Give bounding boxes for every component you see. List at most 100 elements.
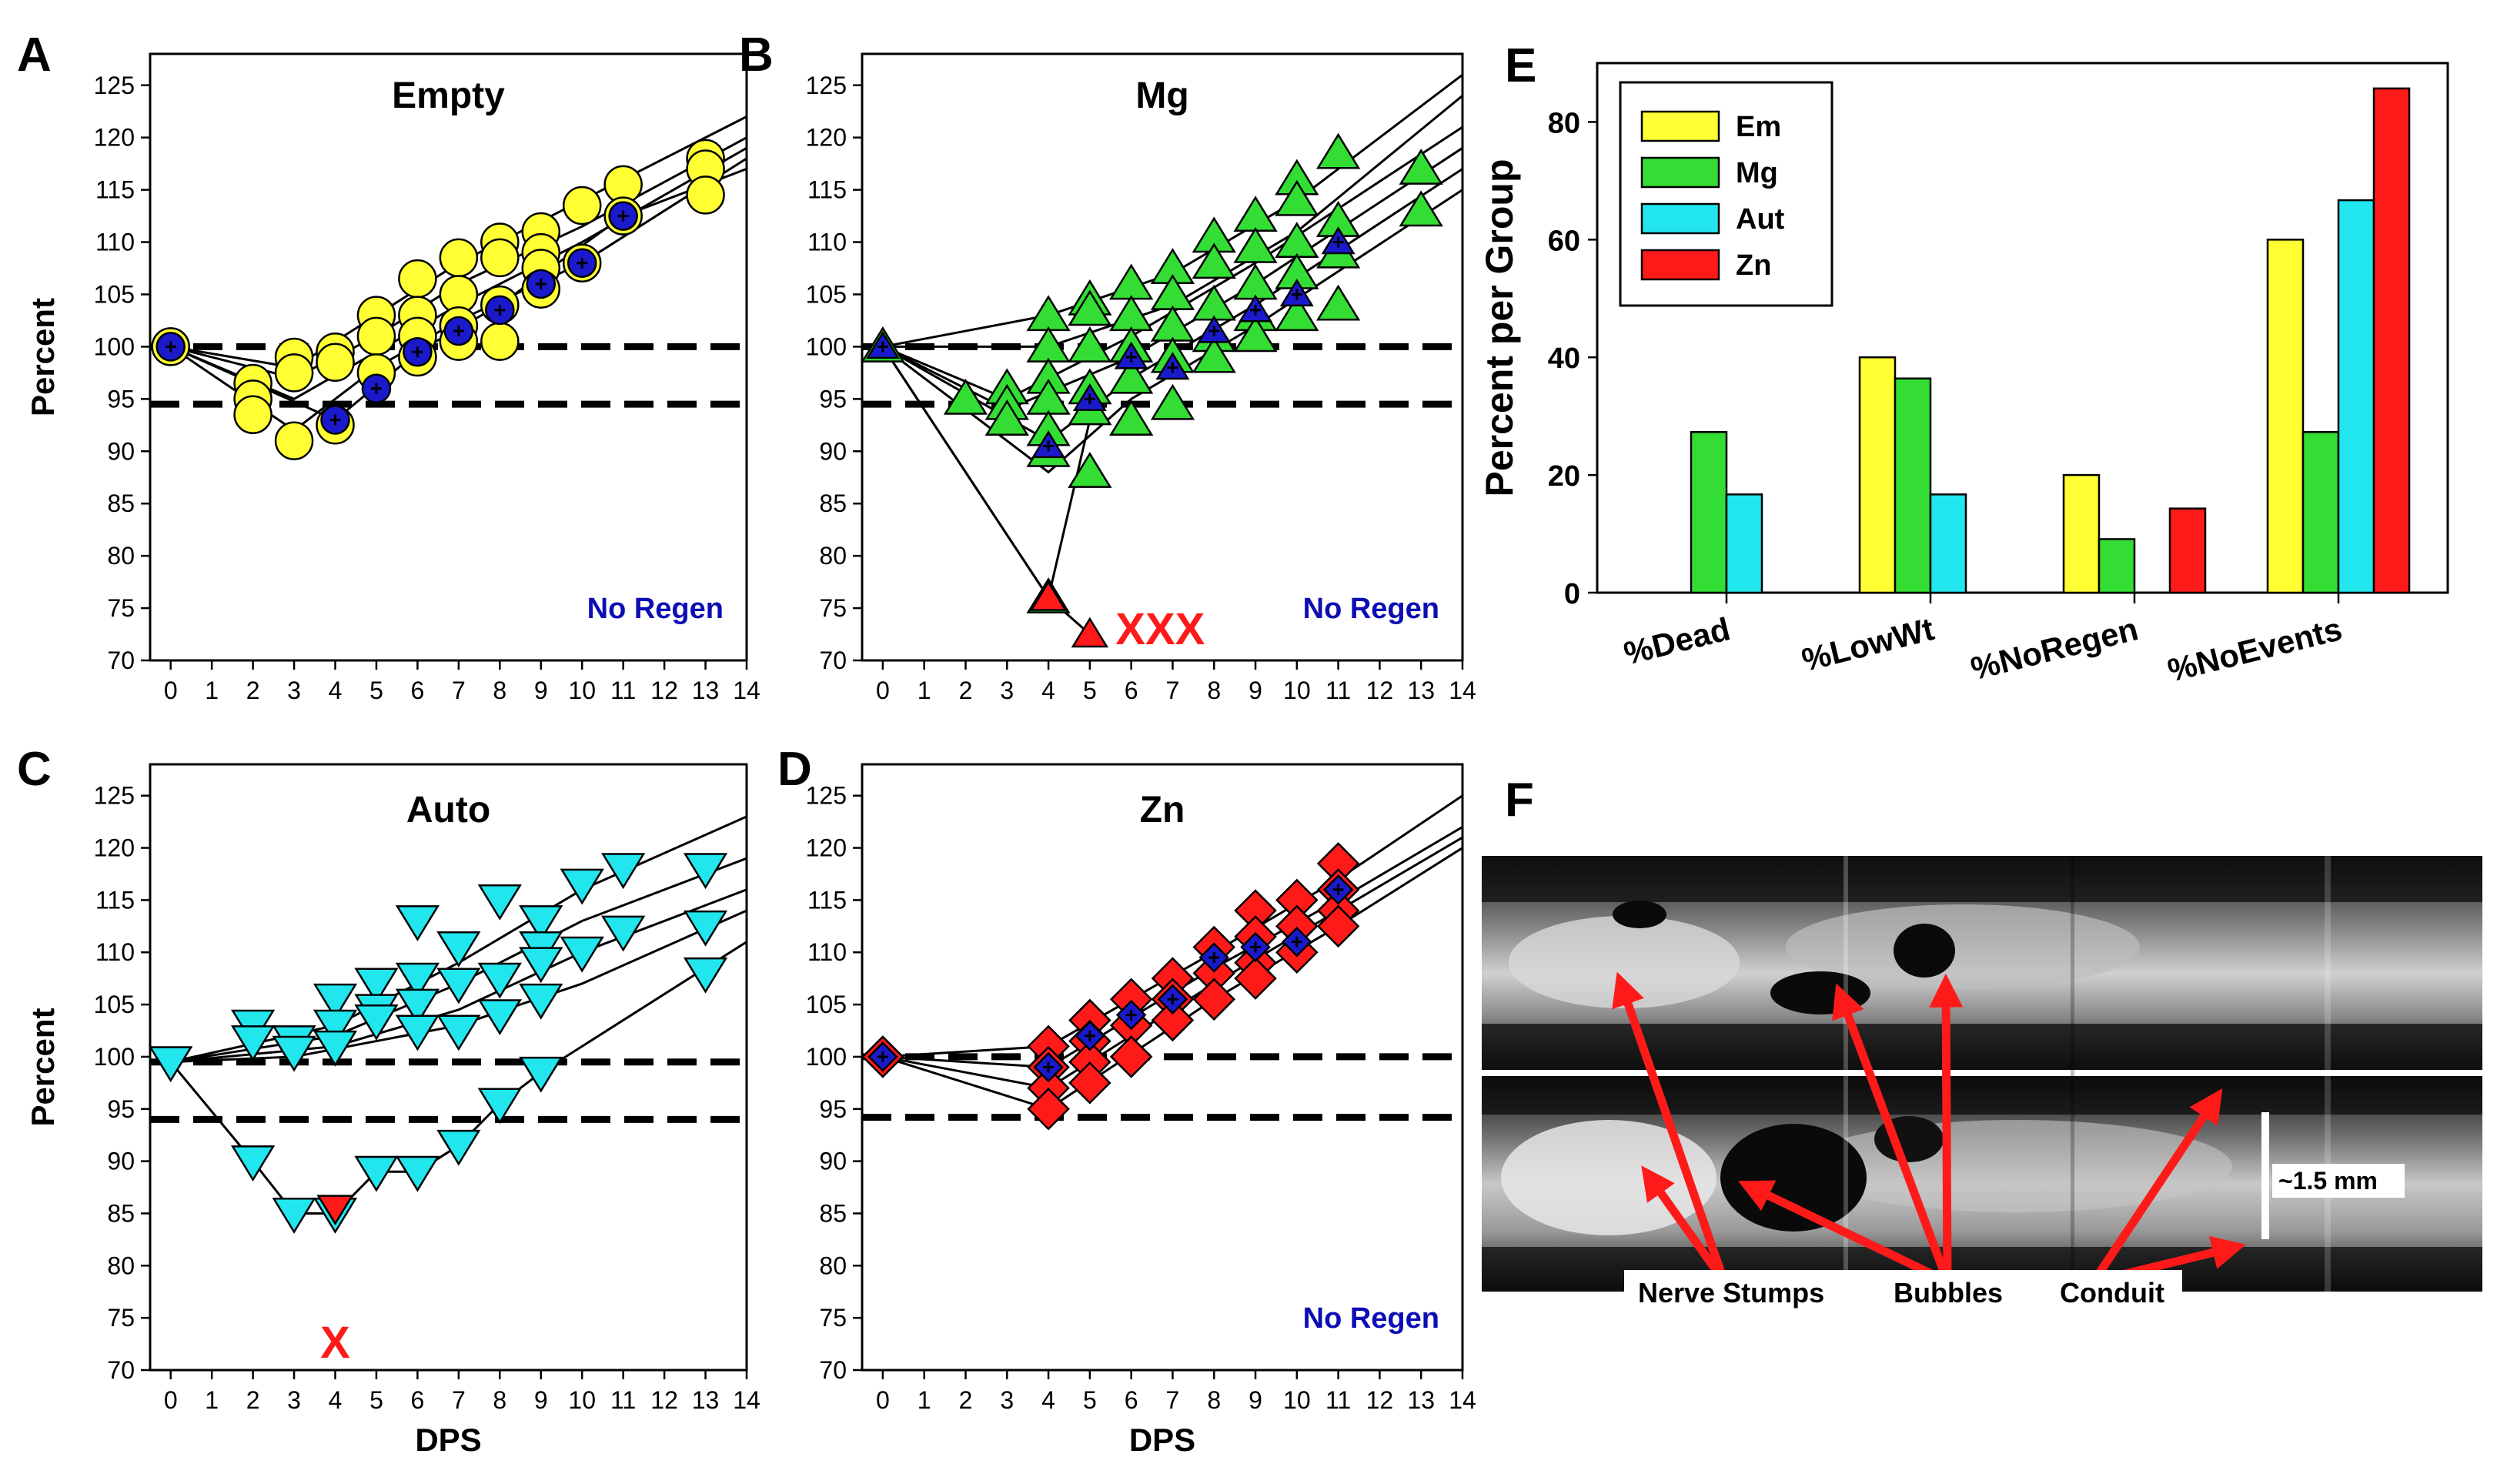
x-tick-label: 4 <box>1041 677 1055 704</box>
dead-point <box>316 1195 354 1226</box>
legend-swatch-zn <box>1640 249 1720 281</box>
bar-em <box>1858 356 1897 594</box>
y-tick-label: 110 <box>807 938 847 966</box>
panel-letter-a: A <box>17 28 52 82</box>
x-tick-label: 9 <box>534 1386 548 1414</box>
y-tick-label: 125 <box>806 72 847 99</box>
data-point <box>230 1025 276 1061</box>
data-point <box>439 238 479 278</box>
x-tick-label: 7 <box>1166 677 1180 704</box>
x-tick-label: 5 <box>369 677 383 704</box>
x-tick-label: 7 <box>452 1386 466 1414</box>
x-tick-label: 11 <box>1325 1386 1351 1414</box>
x-tick-label: 0 <box>164 677 178 704</box>
x-tick-label: 3 <box>1000 677 1014 704</box>
panel-letter-f: F <box>1505 774 1534 827</box>
data-point <box>683 853 728 890</box>
label-bubbles: Bubbles <box>1894 1277 2003 1309</box>
legend-swatch-aut <box>1640 202 1720 235</box>
x-tick-label: 4 <box>1041 1386 1055 1414</box>
dead-point <box>1071 617 1109 648</box>
bar-y-tick-label: 40 <box>1548 343 1580 375</box>
data-point <box>560 868 604 905</box>
bubble-2 <box>1894 924 1955 978</box>
data-point <box>1315 284 1361 321</box>
data-point <box>354 1004 399 1041</box>
dead-label: X <box>320 1318 350 1368</box>
y-tick-label: 85 <box>107 490 135 517</box>
data-point <box>274 353 314 393</box>
arrow-stump-2 <box>1641 1165 1728 1285</box>
x-tick-label: 9 <box>1248 677 1262 704</box>
y-tick-label: 100 <box>806 1043 847 1071</box>
x-tick-label: 6 <box>1125 677 1138 704</box>
y-tick-label: 105 <box>94 280 135 308</box>
x-axis-label: DPS <box>1129 1422 1195 1458</box>
data-point <box>398 259 437 299</box>
dead-point <box>1029 580 1068 611</box>
chart-title: Zn <box>1140 790 1185 831</box>
bar-aut <box>2337 199 2375 594</box>
x-tick-label: 2 <box>959 1386 973 1414</box>
y-tick-label: 90 <box>107 437 135 465</box>
ct-band-bottom-upper <box>1482 1076 2482 1115</box>
data-point <box>601 915 646 952</box>
ct-artifact-1 <box>1844 856 1848 1292</box>
legend-label-aut: Aut <box>1736 203 1785 236</box>
y-tick-label: 110 <box>807 229 847 256</box>
y-tick-label: 70 <box>107 1356 135 1384</box>
data-point <box>984 399 1029 436</box>
y-tick-label: 125 <box>94 72 135 99</box>
y-tick-label: 80 <box>819 542 847 570</box>
data-point <box>395 962 440 999</box>
data-point <box>519 947 563 984</box>
dead-label: XXX <box>1115 604 1205 654</box>
data-point <box>477 962 522 999</box>
bar-em <box>2266 239 2305 594</box>
data-point <box>313 1030 358 1067</box>
y-axis-label: Percent <box>25 1008 61 1126</box>
ct-artifact-3 <box>2325 856 2331 1292</box>
data-point <box>436 968 481 1004</box>
x-tick-label: 3 <box>1000 1386 1014 1414</box>
bar-y-tick-label: 20 <box>1548 460 1580 493</box>
y-tick-label: 95 <box>819 385 847 413</box>
x-tick-label: 14 <box>733 677 760 704</box>
data-point <box>395 1155 440 1192</box>
x-tick-label: 12 <box>1366 677 1394 704</box>
y-tick-label: 95 <box>107 1095 135 1123</box>
trajectory-line <box>170 888 747 1064</box>
bar-mg <box>1690 431 1728 594</box>
bar-frame <box>1596 62 2449 594</box>
x-tick-label: 8 <box>1207 677 1221 704</box>
y-tick-label: 110 <box>95 938 135 966</box>
x-tick-label: 12 <box>650 677 678 704</box>
x-tick-label: 2 <box>246 1386 260 1414</box>
legend-label-em: Em <box>1736 111 1781 143</box>
x-axis-label: DPS <box>415 1422 481 1458</box>
conduit-tissue-top <box>1786 904 2140 989</box>
y-tick-label: 120 <box>94 124 135 152</box>
x-tick-label: 14 <box>733 1386 760 1414</box>
data-point <box>480 238 520 278</box>
y-tick-label: 85 <box>819 490 847 517</box>
data-point <box>1026 295 1071 332</box>
x-tick-label: 7 <box>1166 1386 1180 1414</box>
bar-mg <box>2301 431 2340 594</box>
x-tick-label: 8 <box>493 1386 506 1414</box>
x-tick-label: 13 <box>1407 1386 1435 1414</box>
x-tick-label: 1 <box>205 677 219 704</box>
data-point <box>313 1009 358 1046</box>
y-tick-label: 125 <box>94 782 135 810</box>
bubble-1 <box>1770 971 1870 1014</box>
no-regen-note: No Regen <box>1303 593 1439 625</box>
x-tick-label: 5 <box>1083 677 1097 704</box>
label-nerve-stumps: Nerve Stumps <box>1638 1277 1824 1309</box>
data-point <box>1151 998 1195 1042</box>
bar-y-tick-label: 60 <box>1548 225 1580 257</box>
panel-f-micro-ct: ~1.5 mm Nerve Stumps Bubbles Conduit <box>1482 856 2482 1313</box>
y-tick-label: 100 <box>806 333 847 360</box>
data-point <box>395 1014 440 1051</box>
